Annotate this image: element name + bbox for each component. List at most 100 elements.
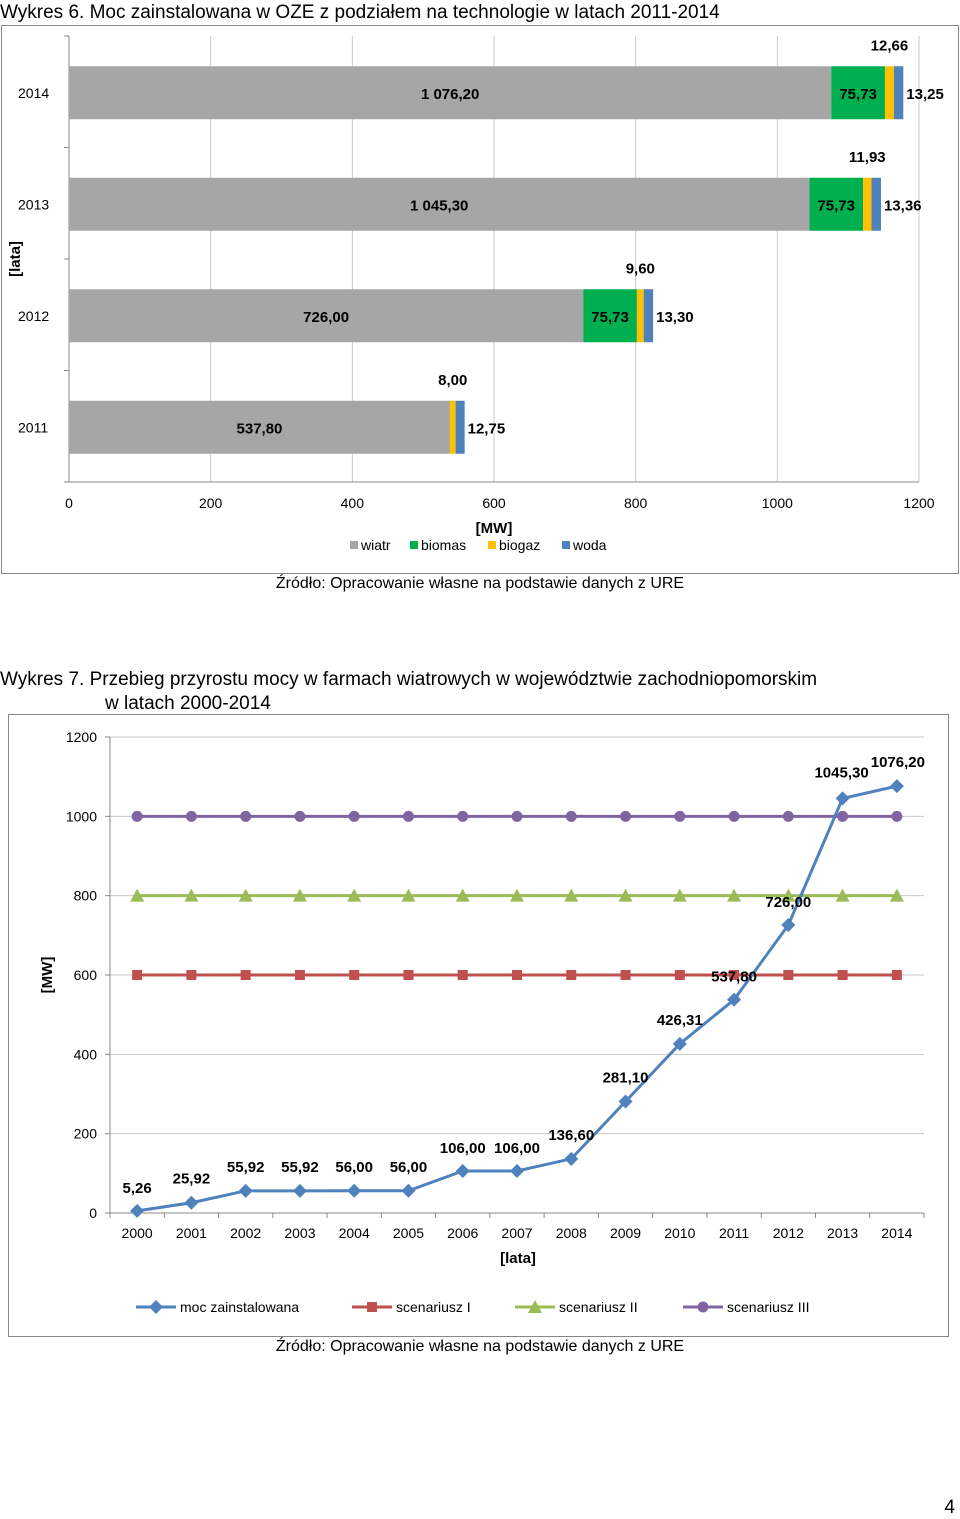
chart2-data-label: 55,92: [281, 1159, 319, 1176]
chart1-data-label: 726,00: [303, 309, 349, 326]
chart2-point-scenariusz-I: [620, 970, 631, 980]
chart2-point-moc-zainstalowana: [564, 1151, 579, 1166]
chart1-data-label: 11,93: [849, 149, 886, 166]
chart2-point-scenariusz-III: [240, 810, 252, 822]
chart2-point-scenariusz-III: [457, 810, 469, 822]
chart2-point-moc-zainstalowana: [347, 1183, 362, 1198]
chart2-point-scenariusz-I: [132, 970, 143, 980]
chart2-x-tick-label: 2012: [773, 1225, 804, 1241]
chart1-data-label: 75,73: [817, 197, 855, 214]
page-number: 4: [944, 1497, 955, 1518]
chart1-x-tick-label: 800: [624, 495, 648, 511]
chart1-y-tick-label: 2014: [18, 85, 49, 101]
chart2-point-scenariusz-II: [510, 888, 524, 902]
chart2-point-scenariusz-III: [131, 810, 143, 822]
chart1-x-tick-label: 0: [65, 495, 73, 511]
chart2-x-tick-label: 2003: [284, 1225, 315, 1241]
chart2-y-tick-label: 800: [74, 888, 98, 904]
chart2-x-tick-label: 2013: [827, 1225, 858, 1241]
chart2-data-label: 106,00: [440, 1140, 486, 1157]
chart2-legend-marker-moc-zainstalowana: [149, 1300, 163, 1314]
chart1-y-tick-label: 2012: [18, 308, 49, 324]
chart2-point-moc-zainstalowana: [618, 1094, 633, 1109]
chart1-data-label: 8,00: [438, 372, 467, 389]
chart2-point-scenariusz-II: [564, 888, 579, 902]
chart2-x-tick-label: 2005: [393, 1225, 424, 1241]
chart2-point-scenariusz-III: [511, 810, 523, 822]
chart1-legend-swatch-biogaz: [488, 541, 496, 549]
chart2-point-scenariusz-III: [891, 810, 903, 822]
chart2-x-tick-label: 2006: [447, 1225, 478, 1241]
chart2-data-label: 726,00: [765, 894, 811, 911]
chart1-legend-label: biomas: [421, 537, 466, 553]
chart1-legend-label: biogaz: [499, 537, 540, 553]
chart1-x-tick-label: 1000: [762, 495, 793, 511]
chart2-x-tick-label: 2002: [230, 1225, 261, 1241]
chart1-data-label: 1 076,20: [421, 86, 479, 103]
chart2-source: Źródło: Opracowanie własne na podstawie …: [275, 1338, 685, 1355]
chart2-point-scenariusz-III: [782, 810, 794, 822]
chart2-point-scenariusz-III: [837, 810, 849, 822]
chart2-data-label: 25,92: [173, 1171, 211, 1188]
chart2-x-tick-label: 2001: [176, 1225, 207, 1241]
chart2-point-scenariusz-II: [835, 888, 850, 902]
chart2-point-moc-zainstalowana: [238, 1183, 253, 1198]
chart2-point-scenariusz-I: [457, 970, 468, 980]
chart1-data-label: 1 045,30: [410, 197, 468, 214]
chart2-data-label: 5,26: [123, 1180, 152, 1197]
chart2-point-scenariusz-III: [674, 810, 686, 822]
chart2-legend-label: scenariusz II: [559, 1299, 638, 1315]
chart1-x-tick-label: 1200: [903, 495, 934, 511]
chart2-point-moc-zainstalowana: [835, 791, 850, 806]
chart1-y-axis-title: [lata]: [7, 241, 24, 277]
chart2-legend-label: moc zainstalowana: [180, 1299, 299, 1315]
chart2-x-axis-title: [lata]: [500, 1250, 536, 1267]
chart2-point-moc-zainstalowana: [781, 918, 796, 933]
chart1-bar-wiatr: [69, 289, 584, 343]
chart2-y-tick-label: 1000: [66, 808, 97, 824]
chart2-point-scenariusz-I: [783, 970, 794, 980]
chart2-y-axis-title: [MW]: [39, 957, 56, 994]
chart2-legend-marker-scenariusz-II: [528, 1300, 542, 1313]
chart2-y-tick-label: 200: [74, 1126, 98, 1142]
chart2-point-scenariusz-II: [889, 888, 904, 902]
chart1-data-label: 13,30: [656, 309, 694, 326]
chart2-data-label: 56,00: [390, 1159, 428, 1176]
chart2-x-tick-label: 2014: [881, 1225, 912, 1241]
chart2-data-label: 1076,20: [871, 754, 925, 771]
chart2-y-tick-label: 0: [89, 1205, 97, 1221]
chart2-point-moc-zainstalowana: [672, 1036, 687, 1051]
chart2-point-scenariusz-III: [620, 810, 632, 822]
chart1-legend-swatch-woda: [562, 541, 570, 549]
chart2-point-scenariusz-III: [728, 810, 740, 822]
chart2-caption-line2: w latach 2000-2014: [105, 693, 271, 714]
chart2-point-scenariusz-I: [186, 970, 197, 980]
chart1-legend-swatch-biomas: [410, 541, 418, 549]
chart2-point-scenariusz-I: [349, 970, 360, 980]
chart1-y-tick-label: 2011: [18, 419, 48, 435]
chart2-point-scenariusz-I: [512, 970, 522, 980]
chart2-legend-label: scenariusz I: [396, 1299, 471, 1315]
chart1-bar-biogaz: [863, 177, 872, 231]
chart2-point-scenariusz-II: [455, 888, 470, 902]
chart2-caption-line1: Wykres 7. Przebieg przyrostu mocy w farm…: [0, 669, 818, 690]
chart1-data-label: 12,75: [468, 420, 506, 437]
chart2-y-tick-label: 1200: [66, 729, 97, 745]
chart1-x-axis-title: [MW]: [476, 520, 513, 537]
chart2-legend-marker-scenariusz-III: [697, 1301, 709, 1313]
chart2-point-moc-zainstalowana: [889, 779, 904, 794]
chart2-data-label: 426,31: [657, 1012, 703, 1029]
chart2-point-moc-zainstalowana: [401, 1183, 416, 1198]
chart1-data-label: 75,73: [591, 309, 629, 326]
chart2-line-chart: 0 200 400 600 800 1000 1200 2000 2001 2002 2003 200…: [39, 729, 925, 1315]
chart1-data-label: 9,60: [626, 260, 655, 277]
chart2-point-moc-zainstalowana: [292, 1183, 307, 1198]
chart2-point-scenariusz-I: [729, 970, 740, 980]
chart1-caption: Wykres 6. Moc zainstalowana w OZE z podz…: [0, 2, 720, 23]
chart2-x-tick-label: 2004: [339, 1225, 370, 1241]
chart1-horizontal-stacked-bar: 0 200 400 600 800 1000 1200 2011 537,80 8,00 12,75…: [7, 35, 944, 553]
chart2-point-scenariusz-I: [294, 970, 305, 980]
chart1-bar-biogaz: [449, 400, 456, 454]
chart2-data-label: 106,00: [494, 1140, 540, 1157]
chart1-data-label: 13,25: [906, 86, 944, 103]
